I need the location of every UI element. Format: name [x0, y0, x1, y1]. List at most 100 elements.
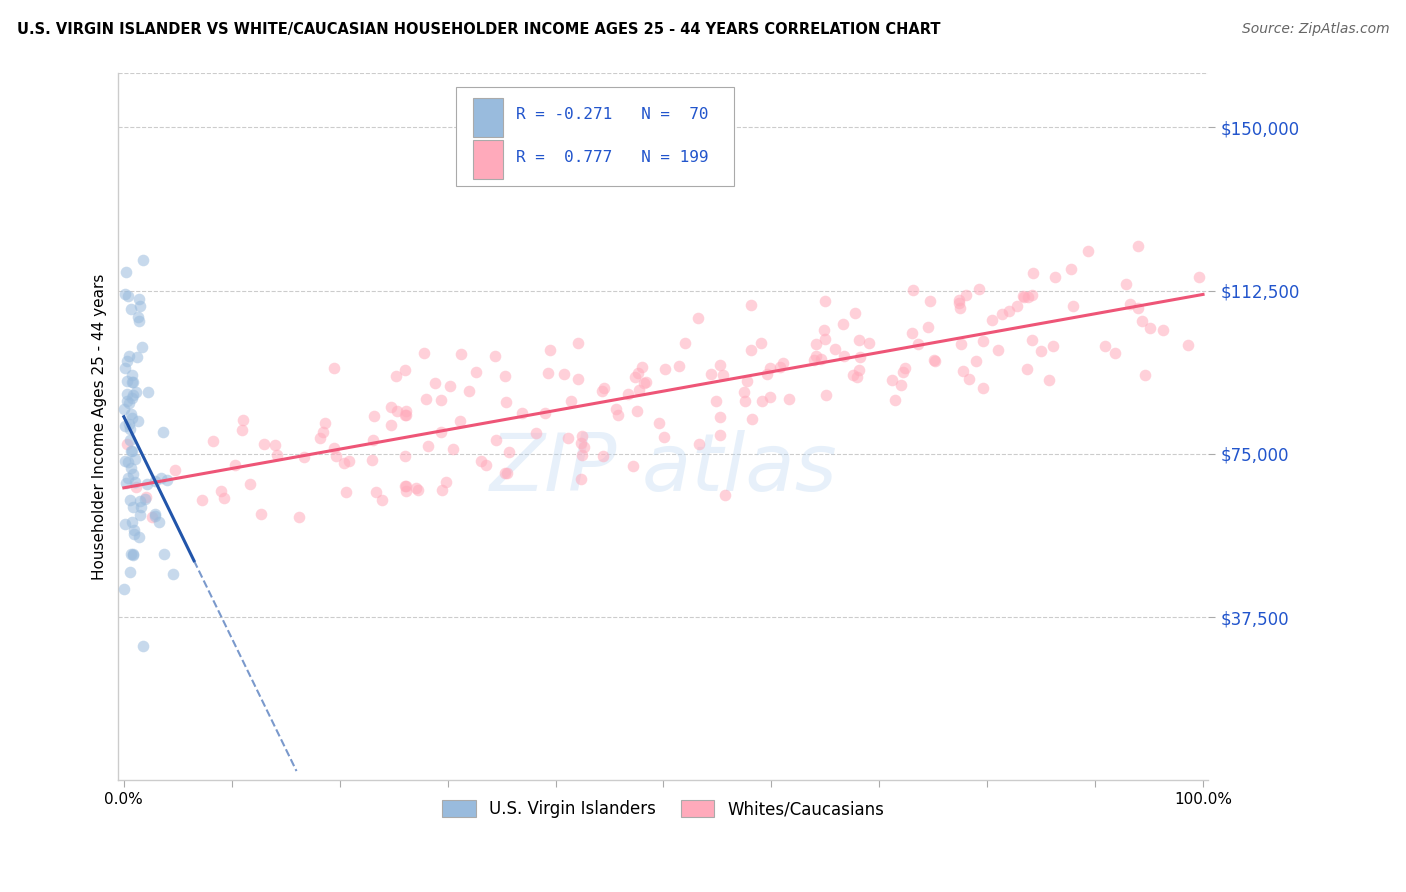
Point — [846, 370, 869, 384]
Text: ZIP atlas: ZIP atlas — [489, 430, 838, 508]
Point — [709, 428, 731, 442]
Point — [263, 438, 285, 452]
Point — [135, 490, 157, 504]
Point — [740, 298, 762, 312]
Point — [395, 404, 418, 418]
Point — [894, 360, 917, 375]
Point — [1077, 244, 1099, 259]
Point — [415, 392, 437, 406]
Point — [688, 437, 710, 451]
Point — [621, 459, 644, 474]
Point — [121, 547, 143, 561]
Point — [395, 408, 418, 422]
Point — [361, 452, 384, 467]
Point — [733, 384, 755, 399]
Text: R = -0.271   N =  70: R = -0.271 N = 70 — [516, 106, 709, 121]
Point — [965, 354, 987, 368]
Point — [201, 434, 224, 449]
Point — [122, 500, 145, 514]
Point — [1062, 299, 1084, 313]
Point — [769, 359, 792, 374]
Point — [118, 433, 141, 447]
Point — [848, 362, 870, 376]
Point — [537, 366, 560, 380]
Point — [250, 507, 273, 521]
Point — [136, 477, 159, 491]
Point — [441, 442, 464, 456]
Point — [121, 368, 143, 382]
Point — [294, 450, 316, 464]
Point — [623, 369, 645, 384]
Point — [1043, 270, 1066, 285]
Point — [430, 483, 453, 498]
Text: Source: ZipAtlas.com: Source: ZipAtlas.com — [1241, 22, 1389, 37]
Point — [688, 310, 710, 325]
Point — [569, 472, 592, 486]
Point — [617, 387, 640, 401]
Point — [1031, 343, 1053, 358]
Point — [232, 413, 254, 427]
Text: R =  0.777   N = 199: R = 0.777 N = 199 — [516, 151, 709, 165]
Point — [125, 384, 148, 399]
Point — [288, 510, 311, 524]
Point — [253, 436, 276, 450]
Point — [325, 449, 347, 463]
Point — [128, 292, 150, 306]
Point — [901, 283, 924, 297]
Point — [117, 471, 139, 485]
Point — [1139, 320, 1161, 334]
Point — [1017, 290, 1039, 304]
Point — [128, 494, 150, 508]
Bar — [472, 98, 503, 136]
Point — [804, 349, 827, 363]
Point — [813, 323, 835, 337]
Point — [648, 416, 671, 430]
Point — [266, 448, 288, 462]
Point — [1128, 239, 1150, 253]
Point — [434, 475, 457, 489]
Point — [804, 336, 827, 351]
Point — [394, 479, 416, 493]
Point — [380, 418, 402, 433]
Point — [1094, 339, 1116, 353]
Point — [148, 516, 170, 530]
FancyBboxPatch shape — [457, 87, 734, 186]
Point — [1015, 361, 1038, 376]
Point — [115, 394, 138, 409]
Point — [1021, 333, 1043, 347]
Point — [115, 374, 138, 388]
Point — [560, 393, 582, 408]
Point — [121, 376, 143, 390]
Point — [128, 313, 150, 327]
Point — [553, 367, 575, 381]
Point — [470, 453, 492, 467]
Point — [322, 442, 344, 456]
Point — [758, 390, 780, 404]
Point — [1104, 346, 1126, 360]
Point — [714, 488, 737, 502]
Point — [533, 406, 555, 420]
Point — [654, 362, 676, 376]
Point — [630, 360, 652, 375]
Point — [567, 336, 589, 351]
Point — [153, 547, 176, 561]
Point — [429, 425, 451, 439]
Point — [112, 401, 135, 416]
Point — [120, 407, 142, 421]
Point — [1152, 323, 1174, 337]
Point — [117, 455, 139, 469]
Point — [1022, 267, 1045, 281]
Point — [120, 548, 142, 562]
Point — [114, 516, 136, 531]
Y-axis label: Householder Income Ages 25 - 44 years: Householder Income Ages 25 - 44 years — [93, 274, 107, 580]
Point — [131, 500, 153, 515]
Point — [814, 388, 837, 402]
Point — [209, 483, 232, 498]
Point — [998, 304, 1021, 318]
Point — [128, 530, 150, 544]
Point — [191, 493, 214, 508]
Point — [117, 353, 139, 368]
Point — [465, 365, 488, 379]
Point — [122, 526, 145, 541]
Point — [709, 358, 731, 372]
